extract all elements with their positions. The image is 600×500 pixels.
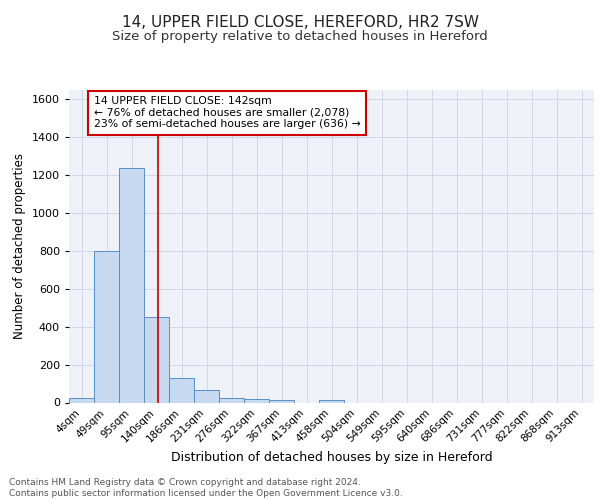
Y-axis label: Number of detached properties: Number of detached properties (13, 153, 26, 339)
Text: Contains HM Land Registry data © Crown copyright and database right 2024.
Contai: Contains HM Land Registry data © Crown c… (9, 478, 403, 498)
Bar (119, 168, 144, 402)
Bar (169, 378, 194, 402)
Bar (94, 251, 119, 402)
Bar (244, 398, 269, 402)
Bar (144, 318, 169, 402)
Bar (69, 398, 94, 402)
Bar (269, 400, 294, 402)
Text: 14, UPPER FIELD CLOSE, HEREFORD, HR2 7SW: 14, UPPER FIELD CLOSE, HEREFORD, HR2 7SW (121, 15, 479, 30)
Bar (319, 400, 344, 402)
Text: 14 UPPER FIELD CLOSE: 142sqm
← 76% of detached houses are smaller (2,078)
23% of: 14 UPPER FIELD CLOSE: 142sqm ← 76% of de… (94, 96, 360, 130)
Bar (194, 390, 219, 402)
Bar (219, 398, 244, 402)
Text: Size of property relative to detached houses in Hereford: Size of property relative to detached ho… (112, 30, 488, 43)
X-axis label: Distribution of detached houses by size in Hereford: Distribution of detached houses by size … (170, 451, 493, 464)
